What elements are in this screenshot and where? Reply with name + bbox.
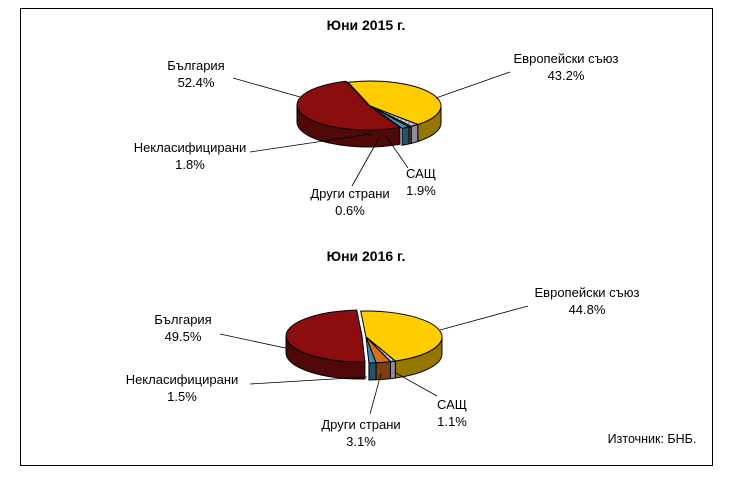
label-name-usa-2015: САЩ <box>406 166 436 181</box>
leader-line-eu <box>439 305 529 331</box>
pie-side-other <box>375 361 391 381</box>
pie-slice-bg <box>285 309 366 363</box>
label-value-eu-2015: 43.2% <box>548 68 585 83</box>
leader-line-bg <box>219 333 291 350</box>
label-name-eu-2015: Европейски съюз <box>514 51 619 66</box>
chart-title-2016: Юни 2016 г. <box>327 248 406 264</box>
pie-side-usa <box>410 123 419 145</box>
label-name-uncl-2015: Некласифицирани <box>134 140 247 155</box>
leader-line-uncl <box>249 133 372 153</box>
pie-2016 <box>219 305 529 415</box>
leader-line-uncl <box>249 376 368 385</box>
label-group-2016: България 49.5% Европейски съюз 44.8% Нек… <box>126 285 640 449</box>
leader-line-usa <box>393 371 438 397</box>
label-name-bg-2015: България <box>167 58 224 73</box>
label-name-other-2016: Други страни <box>321 417 400 432</box>
label-value-usa-2015: 1.9% <box>406 183 436 198</box>
pie-2015 <box>232 71 511 187</box>
chart-title-2015: Юни 2015 г. <box>327 17 406 33</box>
pie-slice-bg <box>296 80 402 131</box>
label-name-other-2015: Други страни <box>310 186 389 201</box>
pie-slice-eu <box>360 310 443 362</box>
pie-slice-eu <box>347 80 442 126</box>
pie-slice-uncl <box>369 105 411 129</box>
leader-line-eu <box>435 71 511 99</box>
source-note: Източник: БНБ. <box>608 432 697 446</box>
label-value-bg-2016: 49.5% <box>165 329 202 344</box>
label-value-uncl-2016: 1.5% <box>167 389 197 404</box>
pie-slice-uncl <box>365 336 377 364</box>
label-name-bg-2016: България <box>154 312 211 327</box>
pie-side-uncl <box>401 126 410 146</box>
leader-line-other <box>369 373 382 415</box>
label-value-bg-2015: 52.4% <box>178 75 215 90</box>
label-value-other-2016: 3.1% <box>346 434 376 449</box>
leader-line-other <box>351 137 380 187</box>
leader-line-bg <box>232 77 301 98</box>
label-name-uncl-2016: Некласифицирани <box>126 372 239 387</box>
label-group-2015: България 52.4% Европейски съюз 43.2% Нек… <box>134 51 619 218</box>
label-name-usa-2016: САЩ <box>437 397 467 412</box>
label-value-uncl-2015: 1.8% <box>175 157 205 172</box>
leader-line-usa <box>385 135 409 169</box>
label-name-eu-2016: Европейски съюз <box>535 285 640 300</box>
label-value-eu-2016: 44.8% <box>569 302 606 317</box>
pie-side-usa <box>389 360 396 380</box>
pie-side-uncl <box>368 362 377 381</box>
label-value-usa-2016: 1.1% <box>437 414 467 429</box>
label-value-other-2015: 0.6% <box>335 203 365 218</box>
